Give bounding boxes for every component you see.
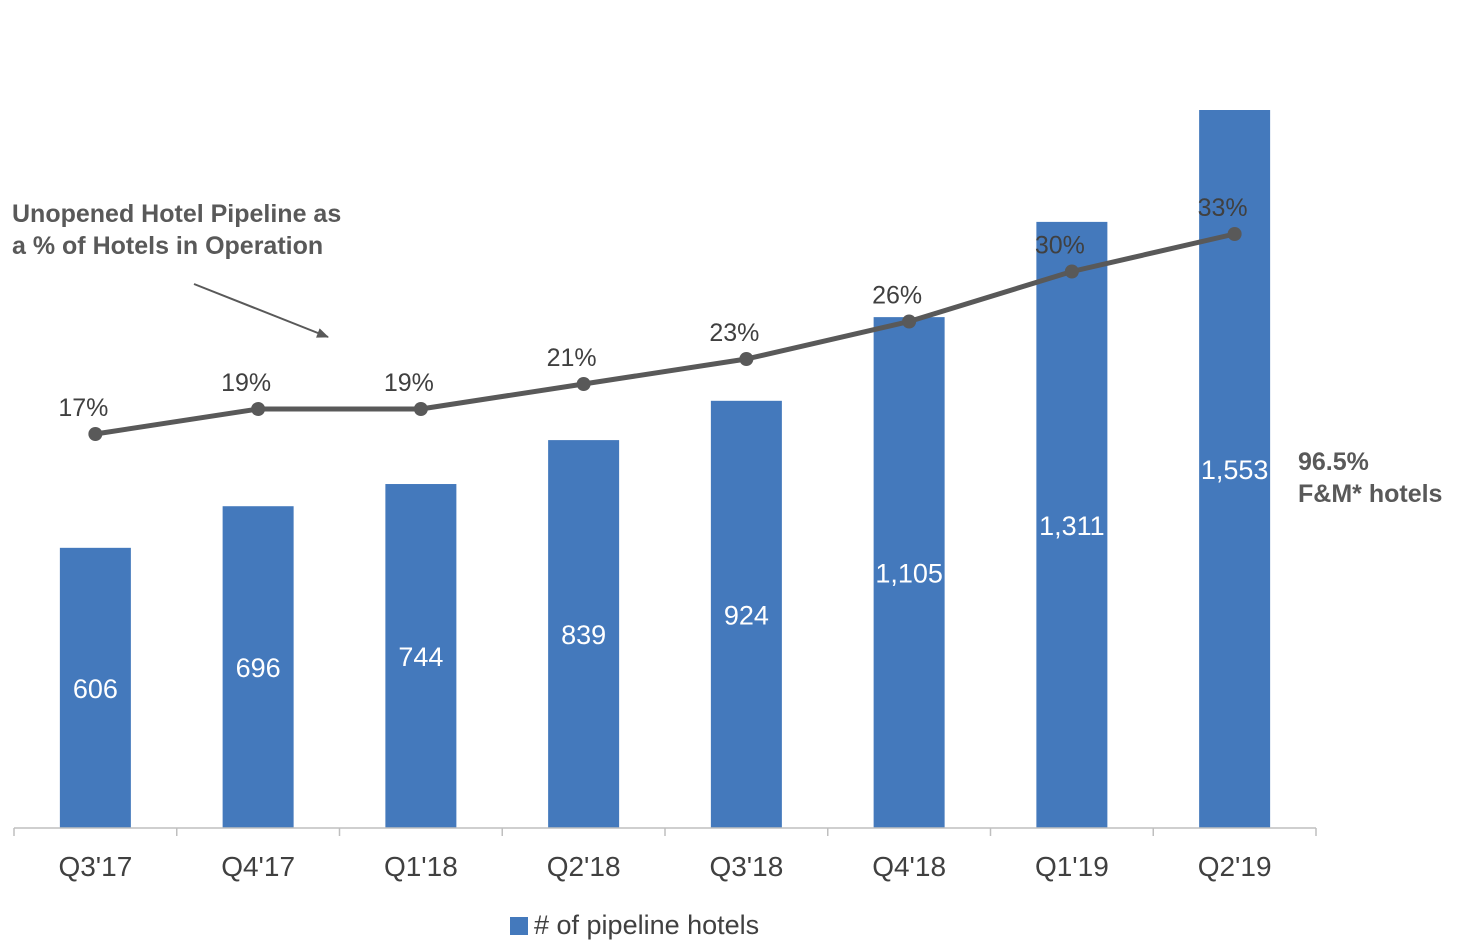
x-tick-label-4: Q3'18 — [709, 851, 783, 882]
line-annotation-line-1: Unopened Hotel Pipeline as — [12, 200, 342, 228]
side-note-line-2: F&M* hotels — [1298, 480, 1443, 508]
bar-6 — [1036, 221, 1108, 828]
bar-value-label-2: 744 — [398, 642, 443, 672]
bar-0 — [59, 547, 131, 828]
bar-value-label-0: 606 — [73, 674, 118, 704]
line-point-7 — [1227, 227, 1242, 241]
line-annotation-line-2: a % of Hotels in Operation — [12, 232, 324, 260]
line-value-label-7: 33% — [1198, 194, 1248, 222]
line-value-label-3: 21% — [547, 344, 597, 372]
bar-3 — [548, 440, 620, 828]
bar-value-label-7: 1,553 — [1201, 455, 1269, 485]
bar-1 — [222, 506, 294, 828]
bar-data-labels: 606 696 744 839 924 1,105 1,311 1,553 — [73, 455, 1269, 704]
line-point-5 — [902, 314, 917, 329]
line-value-label-2: 19% — [384, 369, 434, 397]
side-note: 96.5% F&M* hotels — [1298, 446, 1442, 510]
line-point-0 — [88, 427, 103, 441]
x-axis: Q3'17 Q4'17 Q1'18 Q2'18 Q3'18 Q4'18 Q1'19 Q2'19 — [13, 827, 1317, 882]
legend-swatch — [510, 916, 528, 935]
bar-value-label-5: 1,105 — [875, 559, 943, 589]
bar-series — [59, 110, 1271, 828]
line-data-labels: 17% 19% 19% 21% 23% 26% 30% 33% — [58, 194, 1247, 422]
bar-value-label-6: 1,311 — [1039, 511, 1105, 541]
x-tick-label-5: Q4'18 — [872, 851, 946, 882]
bar-value-label-3: 839 — [561, 620, 606, 650]
bar-2 — [385, 484, 457, 828]
legend: # of pipeline hotels — [510, 910, 759, 941]
bar-value-label-1: 696 — [236, 653, 281, 683]
line-series-annotation: Unopened Hotel Pipeline as a % of Hotels… — [12, 198, 341, 262]
side-note-line-1: 96.5% — [1298, 448, 1369, 476]
line-point-2 — [413, 402, 428, 416]
line-point-1 — [251, 402, 266, 416]
x-tick-label-6: Q1'19 — [1035, 851, 1109, 882]
bar-value-label-4: 924 — [724, 600, 769, 630]
line-point-4 — [739, 352, 754, 366]
annotation-arrow — [193, 283, 329, 338]
line-value-label-0: 17% — [58, 394, 108, 422]
line-path — [94, 231, 1236, 437]
x-tick-label-3: Q2'18 — [547, 851, 621, 882]
x-tick-label-7: Q2'19 — [1198, 851, 1272, 882]
line-series — [88, 227, 1242, 441]
line-value-label-6: 30% — [1035, 232, 1085, 260]
bar-4 — [710, 400, 782, 828]
line-value-label-1: 19% — [221, 369, 271, 397]
legend-entry: # of pipeline hotels — [534, 910, 760, 940]
line-value-label-5: 26% — [872, 282, 922, 310]
line-point-6 — [1064, 264, 1079, 279]
line-point-3 — [576, 377, 591, 391]
x-tick-label-1: Q4'17 — [221, 851, 295, 882]
line-value-label-4: 23% — [709, 319, 759, 347]
bar-5 — [873, 317, 945, 828]
x-tick-label-2: Q1'18 — [384, 851, 458, 882]
x-tick-label-0: Q3'17 — [58, 851, 132, 882]
